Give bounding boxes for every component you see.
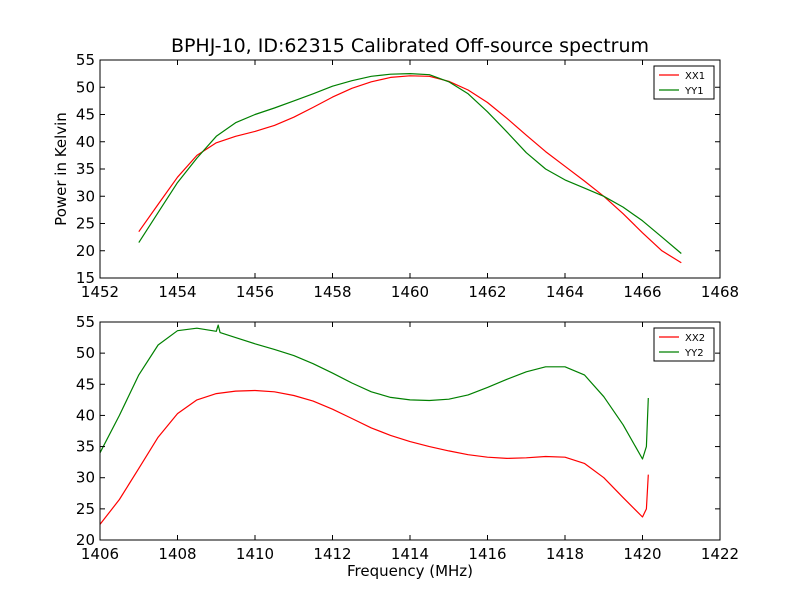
chart-title: BPHJ-10, ID:62315 Calibrated Off-source …	[171, 35, 649, 57]
y-tick-label: 30	[76, 187, 95, 205]
y-tick-label: 25	[76, 500, 95, 518]
subplot-2: 1406 1408 1410 1412 1414 1416 1418 1420 1422 20 25…	[76, 313, 739, 580]
x-tick-label: 1422	[701, 545, 739, 563]
legend-label-yy2: YY2	[684, 348, 704, 359]
series-line-yy2	[99, 324, 649, 460]
x-axis-label: Frequency (MHz)	[347, 562, 473, 580]
y-tick-label: 40	[76, 133, 95, 151]
y-tick-label: 20	[76, 242, 95, 260]
series-line-xx2	[99, 389, 649, 525]
series-line-xx1	[138, 75, 682, 264]
x-tick-label: 1410	[236, 545, 274, 563]
x-tick-label: 1462	[468, 283, 506, 301]
y-tick-label: 35	[76, 160, 95, 178]
y-tick-label: 25	[76, 215, 95, 233]
x-tick-label: 1412	[313, 545, 351, 563]
y-tick-label: 30	[76, 469, 95, 487]
y-axis-label: Power in Kelvin	[52, 112, 70, 226]
x-tick-label: 1418	[546, 545, 584, 563]
y-tick-label: 45	[76, 375, 95, 393]
x-tick-label: 1420	[623, 545, 661, 563]
x-tick-label: 1458	[313, 283, 351, 301]
x-tick-label: 1460	[391, 283, 429, 301]
plot-area-2	[100, 322, 720, 540]
legend-box	[653, 65, 715, 100]
y-tick-label: 45	[76, 106, 95, 124]
x-tick-label: 1406	[81, 545, 119, 563]
plot-area-1	[100, 60, 720, 278]
x-tick-label: 1468	[701, 283, 739, 301]
legend-label-xx1: XX1	[685, 71, 705, 82]
x-tick-label: 1466	[623, 283, 661, 301]
y-tick-label: 50	[76, 78, 95, 96]
legend-label-yy1: YY1	[684, 86, 704, 97]
y-tick-label: 20	[76, 531, 95, 549]
y-tick-label: 35	[76, 438, 95, 456]
y-tick-label: 55	[76, 313, 95, 331]
legend-label-xx2: XX2	[685, 333, 705, 344]
y-tick-label: 40	[76, 406, 95, 424]
legend-box	[653, 327, 715, 362]
x-tick-label: 1416	[468, 545, 506, 563]
x-tick-label: 1464	[546, 283, 584, 301]
x-tick-label: 1408	[158, 545, 196, 563]
y-tick-label: 15	[76, 269, 95, 287]
x-tick-label: 1454	[158, 283, 196, 301]
x-tick-label: 1414	[391, 545, 429, 563]
subplot-1: 1452 1454 1456 1458 1460 1462 1464 1466 1468 15 20…	[52, 35, 739, 301]
y-tick-label: 50	[76, 344, 95, 362]
series-line-yy1	[138, 72, 682, 254]
x-tick-label: 1456	[236, 283, 274, 301]
x-tick-label: 1452	[81, 283, 119, 301]
y-tick-label: 55	[76, 51, 95, 69]
